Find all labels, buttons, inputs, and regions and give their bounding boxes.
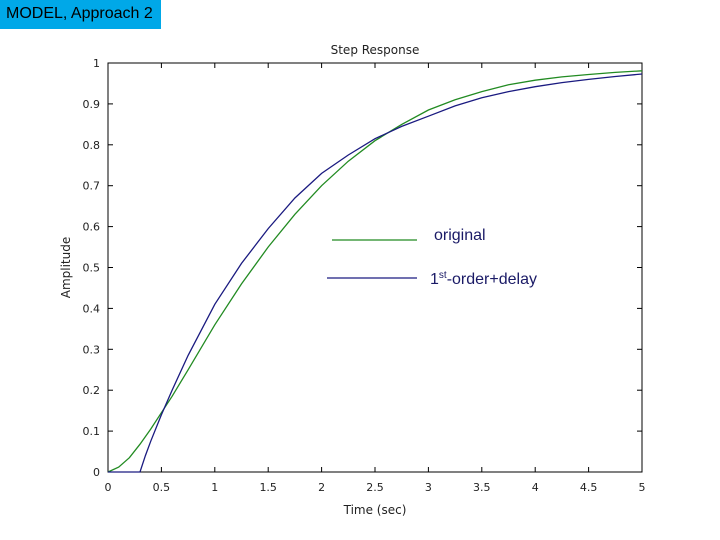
series-line-original [107, 70, 643, 473]
y-tick-label: 0.5 [83, 262, 101, 275]
legend-label-original: original [434, 227, 486, 244]
y-tick-label: 0.1 [83, 425, 101, 438]
y-tick-label: 0.9 [83, 98, 101, 111]
x-tick-label: 4 [532, 481, 539, 494]
x-tick-label: 3 [425, 481, 432, 494]
x-tick-label: 3.5 [473, 481, 491, 494]
chart-title: Step Response [331, 43, 420, 57]
y-tick-label: 0.2 [83, 384, 101, 397]
x-tick-label: 1.5 [259, 481, 277, 494]
legend-label-first-order-delay: 1st-order+delay [430, 270, 537, 288]
x-axis-label: Time (sec) [343, 503, 407, 517]
y-axis-label: Amplitude [59, 237, 73, 299]
series-lines [107, 70, 643, 473]
y-tick-label: 0.3 [83, 343, 101, 356]
axis-ticks: 0 0.5 1 1.5 2 2.5 3 3.5 4 4.5 5 0 0.1 0.2 0.3 0.4 0.5 0.6… [83, 57, 646, 494]
x-tick-label: 1 [211, 481, 218, 494]
y-tick-label: 0.6 [83, 221, 101, 234]
y-tick-label: 0 [93, 466, 100, 479]
x-tick-label: 0.5 [153, 481, 171, 494]
series-line-first-order-delay [108, 73, 643, 473]
y-tick-label: 0.8 [83, 139, 101, 152]
x-tick-label: 2 [318, 481, 325, 494]
x-tick-label: 2.5 [366, 481, 384, 494]
y-tick-label: 1 [93, 57, 100, 70]
plot-area [107, 62, 643, 473]
y-tick-label: 0.4 [83, 302, 101, 315]
x-tick-label: 5 [639, 481, 646, 494]
x-tick-label: 0 [105, 481, 112, 494]
slide-title-tag: MODEL, Approach 2 [0, 0, 161, 29]
x-tick-label: 4.5 [580, 481, 598, 494]
y-tick-label: 0.7 [83, 180, 101, 193]
legend: original 1st-order+delay [327, 227, 537, 288]
